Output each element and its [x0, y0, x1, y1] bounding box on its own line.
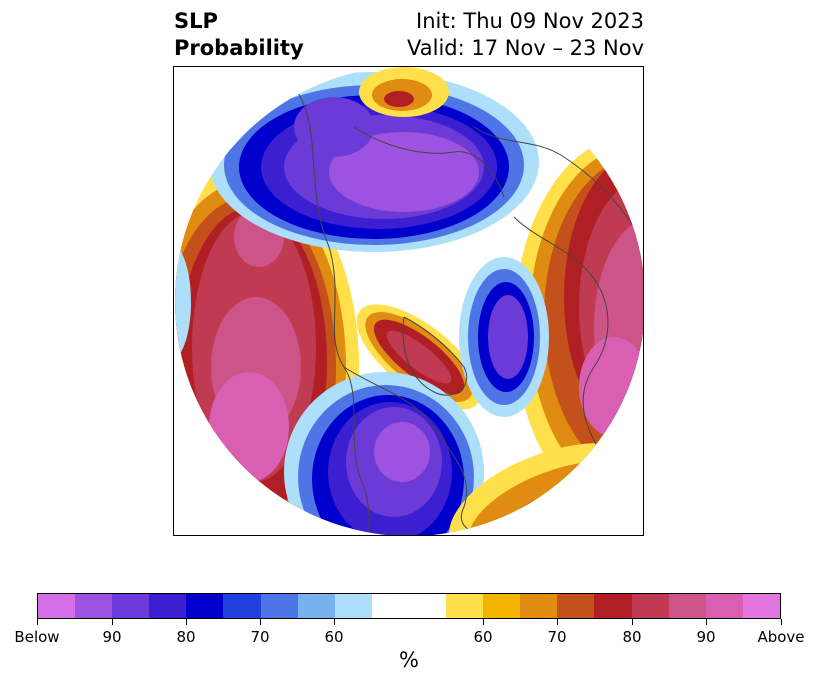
colorbar-tick-label: 60	[473, 628, 493, 646]
colorbar-tick-label: 90	[696, 628, 716, 646]
probability-field	[175, 67, 643, 535]
colorbar-unit: %	[399, 648, 419, 672]
colorbar-tick	[557, 619, 558, 625]
colorbar-tick-label: 80	[622, 628, 642, 646]
colorbar-swatch	[446, 594, 484, 618]
title-subtitle: Probability	[174, 36, 304, 60]
colorbar-swatch	[75, 594, 113, 618]
colorbar-tick-label: Below	[14, 628, 60, 646]
colorbar-swatch	[371, 594, 447, 618]
colorbar-swatch	[112, 594, 150, 618]
init-date: Init: Thu 09 Nov 2023	[416, 9, 644, 33]
colorbar-swatch	[483, 594, 521, 618]
colorbar-swatch	[742, 594, 780, 618]
map-dates: Init: Thu 09 Nov 2023 Valid: 17 Nov – 23…	[407, 8, 644, 62]
map-title: SLP Probability	[174, 8, 304, 62]
colorbar-swatch	[631, 594, 669, 618]
colorbar-swatch	[186, 594, 224, 618]
polar-map	[175, 67, 643, 535]
colorbar-swatch	[149, 594, 187, 618]
title-variable: SLP	[174, 9, 218, 33]
map-panel	[173, 66, 644, 536]
colorbar-tick	[483, 619, 484, 625]
colorbar-swatch	[705, 594, 743, 618]
probability-colorbar	[37, 593, 781, 619]
colorbar-swatch	[297, 594, 335, 618]
colorbar-swatch	[38, 594, 76, 618]
colorbar-tick-label: Above	[757, 628, 805, 646]
valid-range: Valid: 17 Nov – 23 Nov	[407, 36, 644, 60]
colorbar-tick-label: 60	[324, 628, 344, 646]
colorbar-swatch	[223, 594, 261, 618]
colorbar-tick-label: 70	[547, 628, 567, 646]
colorbar-swatch	[260, 594, 298, 618]
colorbar-tick	[186, 619, 187, 625]
colorbar-tick-label: 90	[102, 628, 122, 646]
colorbar-tick	[781, 619, 782, 625]
colorbar-swatch	[557, 594, 595, 618]
colorbar-tick	[706, 619, 707, 625]
colorbar-swatch	[520, 594, 558, 618]
coastlines	[293, 86, 635, 535]
colorbar-swatch	[594, 594, 632, 618]
colorbar-tick	[37, 619, 38, 625]
colorbar-tick	[632, 619, 633, 625]
colorbar-swatch	[334, 594, 372, 618]
colorbar-swatch	[668, 594, 706, 618]
colorbar-tick-label: 70	[250, 628, 270, 646]
colorbar-tick	[334, 619, 335, 625]
colorbar-tick	[112, 619, 113, 625]
colorbar-tick	[260, 619, 261, 625]
colorbar-tick-label: 80	[176, 628, 196, 646]
